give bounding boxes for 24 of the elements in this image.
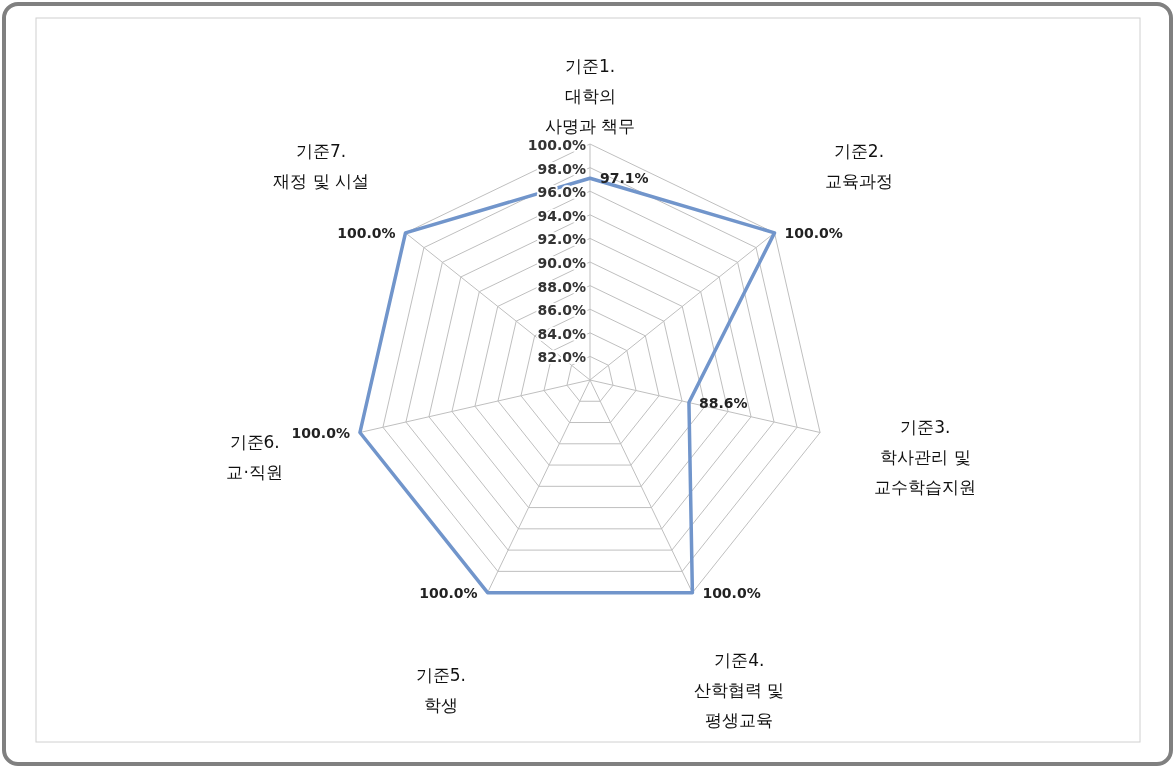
data-label: 100.0% bbox=[291, 424, 350, 441]
y-tick-label: 84.0% bbox=[537, 325, 586, 342]
y-tick-label: 98.0% bbox=[537, 160, 586, 177]
spoke-label: 기준6. 교·직원 bbox=[226, 431, 283, 482]
data-label: 100.0% bbox=[784, 224, 843, 241]
y-tick-label: 88.0% bbox=[537, 278, 586, 295]
data-label: 88.6% bbox=[698, 394, 748, 411]
y-tick-label: 92.0% bbox=[537, 231, 586, 248]
y-tick-label: 90.0% bbox=[537, 255, 586, 271]
y-tick-label: 86.0% bbox=[537, 302, 586, 319]
data-label: 100.0% bbox=[702, 584, 761, 601]
spoke-label: 기준3. 학사관리 및 교수학습지원 bbox=[874, 416, 977, 497]
spoke-label: 기준5. 학생 bbox=[415, 664, 466, 715]
spoke-label: 기준7. 재정 및 시설 bbox=[273, 140, 369, 191]
y-tick-label: 94.0% bbox=[537, 207, 586, 224]
y-tick-label: 96.0% bbox=[537, 184, 586, 201]
data-label: 97.1% bbox=[600, 170, 649, 187]
data-label: 100.0% bbox=[419, 584, 478, 601]
spoke-label: 기준4. 산학협력 및 평생교육 bbox=[694, 649, 785, 730]
spoke-label: 기준1. 대학의 사명과 책무 bbox=[544, 56, 636, 136]
data-label: 100.0% bbox=[337, 224, 396, 241]
y-tick-label: 82.0% bbox=[537, 349, 586, 366]
y-tick-label: 100.0% bbox=[527, 137, 586, 153]
spoke-label: 기준2. 교육과정 bbox=[824, 140, 893, 191]
